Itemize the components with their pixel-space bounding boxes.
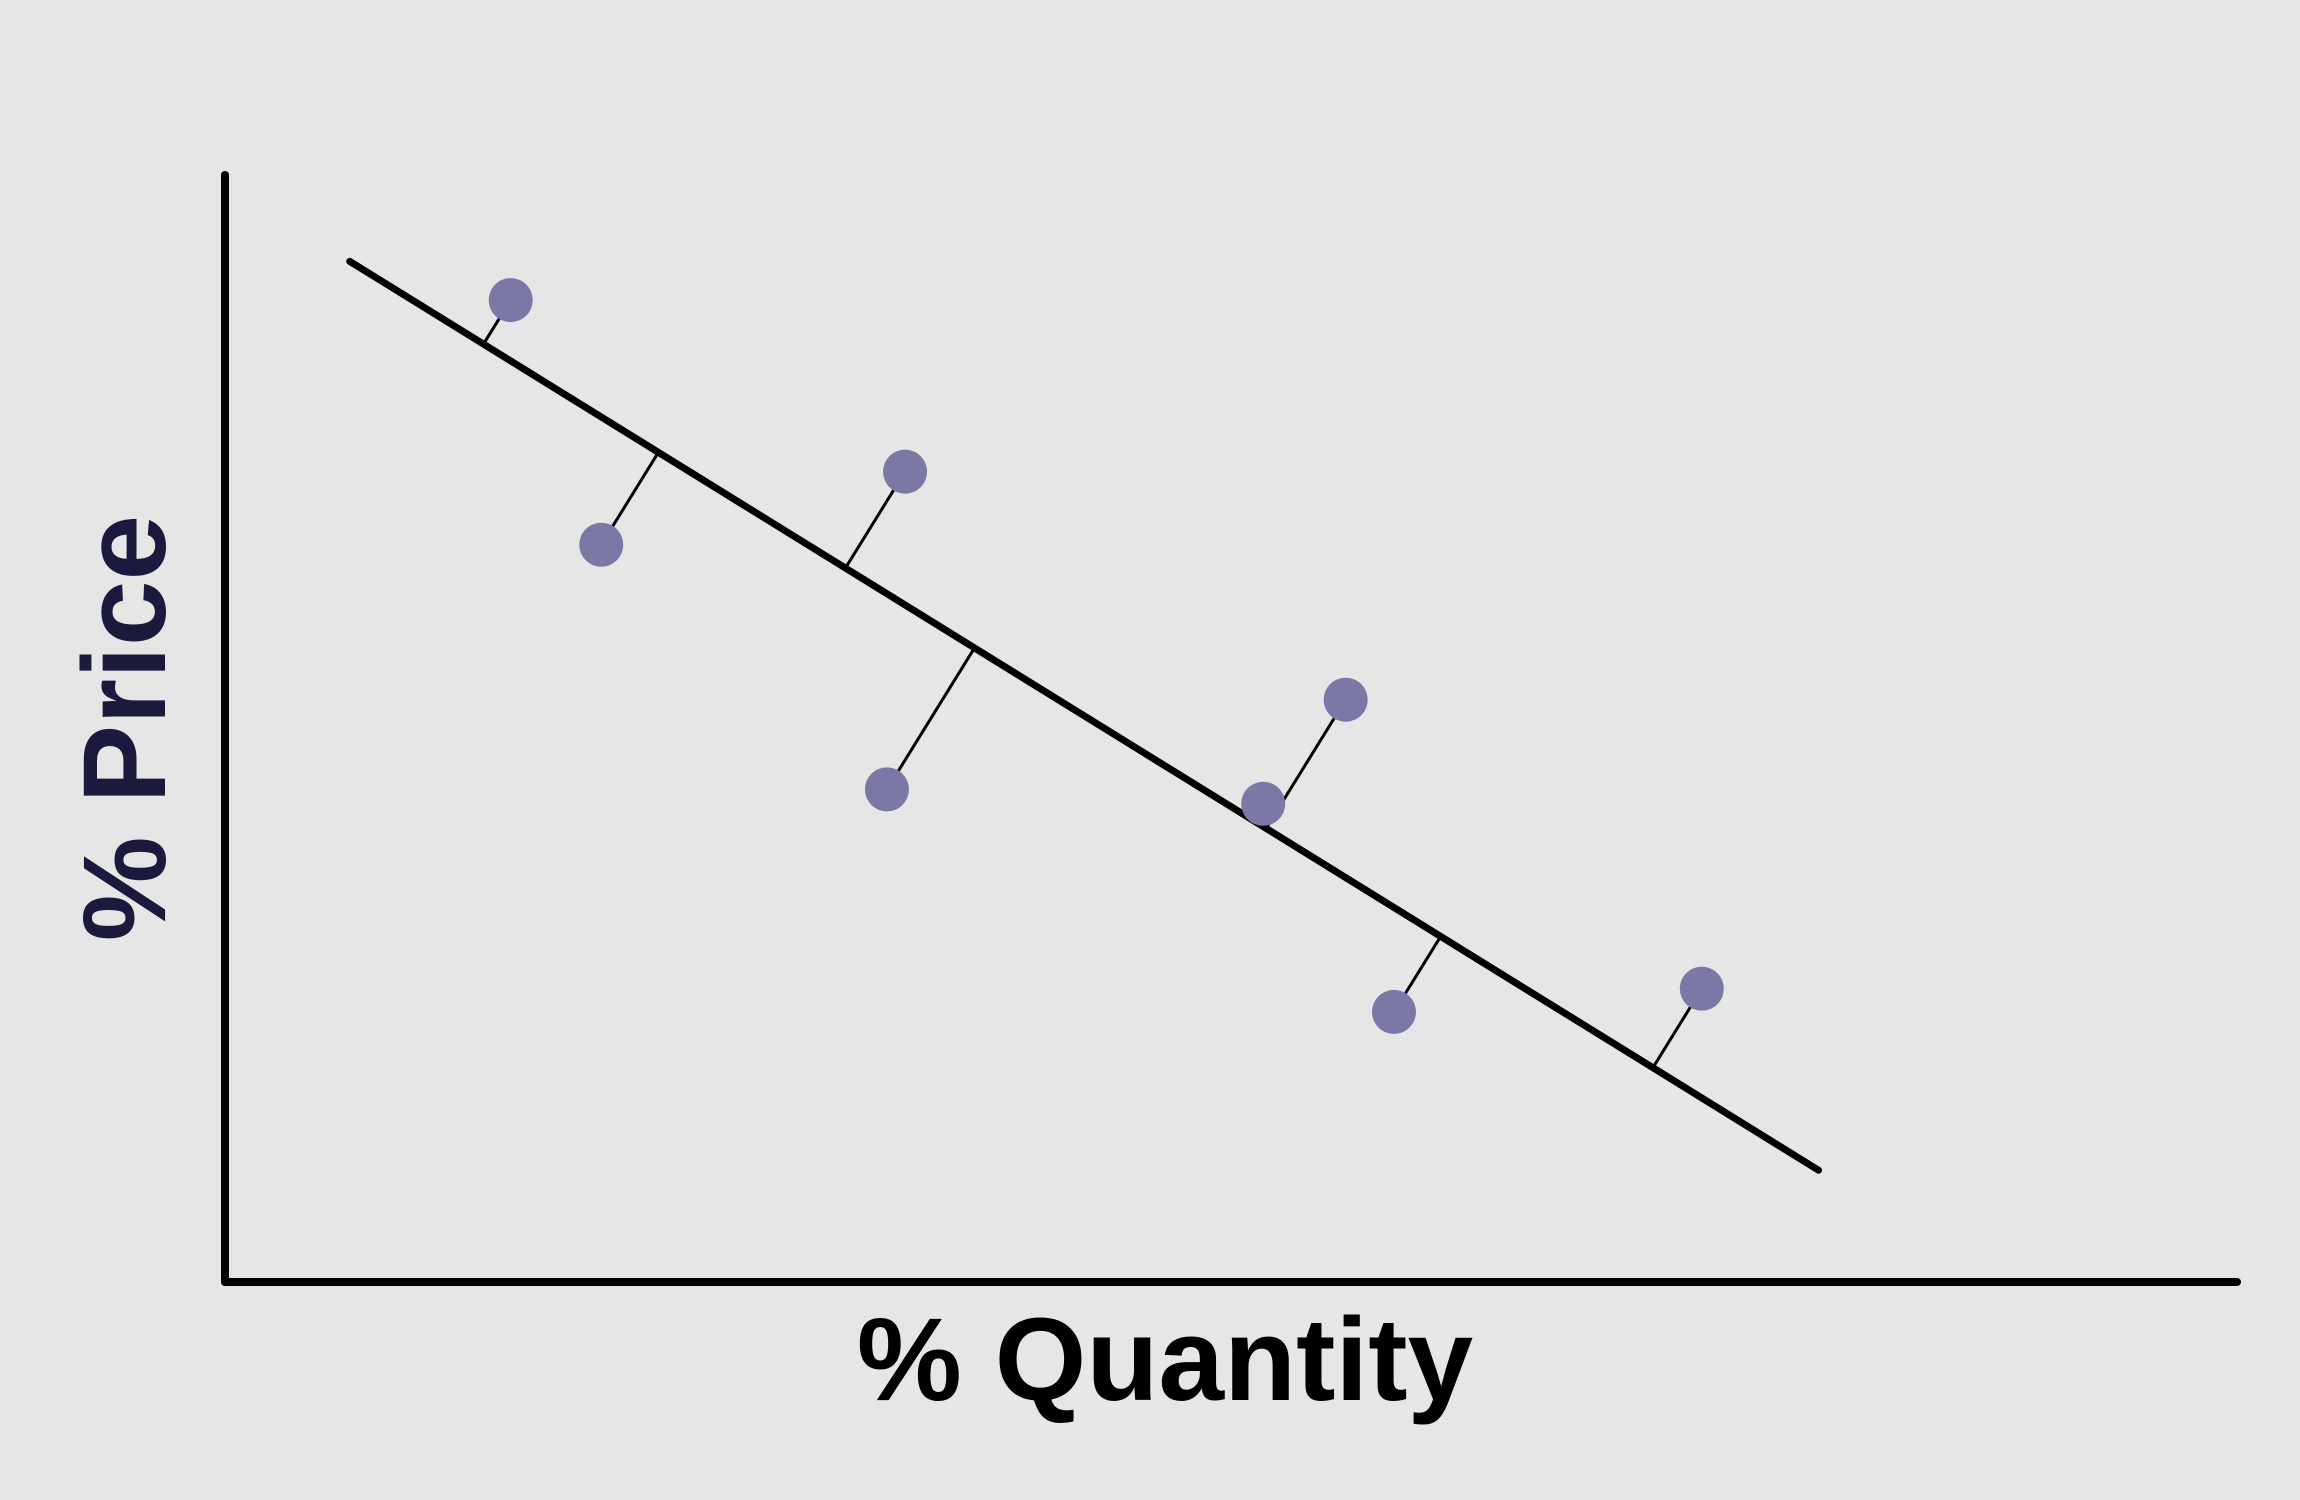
data-point-5	[1241, 781, 1286, 826]
trend-line	[346, 257, 1823, 1174]
x-axis-label: % Quantity	[857, 1294, 1473, 1426]
data-point-1	[488, 278, 533, 323]
data-point-2	[579, 522, 624, 567]
data-point-6	[1323, 677, 1368, 722]
residual-line-4	[885, 647, 976, 791]
data-points	[488, 278, 1724, 1034]
data-point-4	[864, 767, 909, 812]
y-axis-label: % Price	[59, 515, 191, 941]
data-point-3	[883, 449, 928, 494]
data-point-8	[1679, 966, 1724, 1011]
data-point-7	[1371, 989, 1416, 1034]
